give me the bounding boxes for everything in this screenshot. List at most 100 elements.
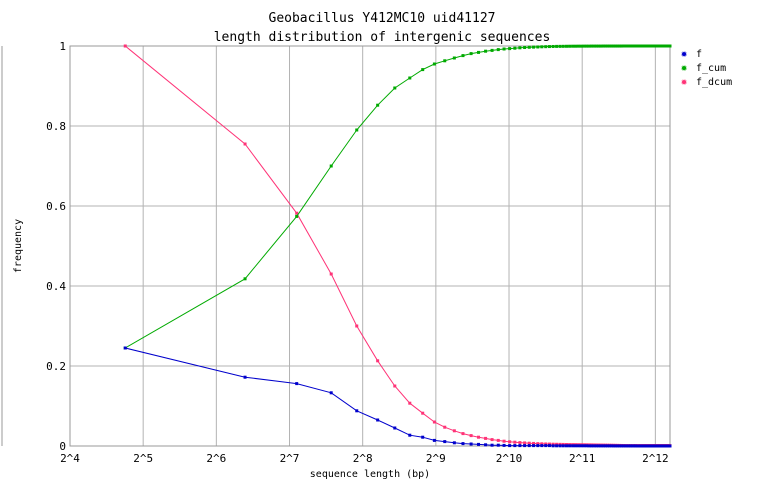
data-point-f (625, 444, 629, 448)
data-point-f (568, 444, 572, 448)
data-point-f-cum (640, 44, 644, 48)
data-point-f (295, 382, 299, 386)
plot-frame (69, 45, 671, 447)
data-point-f-cum (614, 44, 618, 48)
data-point-f-cum (355, 128, 359, 132)
data-point-f-dcum (243, 142, 247, 146)
data-point-f-cum (571, 44, 575, 48)
data-point-f (597, 444, 601, 448)
y-tick-label: 0.4 (46, 280, 66, 293)
data-point-f-cum (668, 44, 672, 48)
data-point-f-dcum (518, 441, 522, 445)
data-point-f (618, 444, 622, 448)
data-point-f-cum (599, 44, 603, 48)
x-tick-label: 2^5 (133, 452, 153, 465)
data-point-f-cum (443, 59, 447, 63)
y-tick-label: 0 (59, 440, 66, 453)
data-point-f-cum (452, 56, 456, 60)
data-point-f-dcum (443, 425, 447, 429)
y-tick-label: 0.6 (46, 200, 66, 213)
data-point-f (461, 442, 465, 446)
data-point-f (547, 444, 551, 448)
data-point-f-cum (421, 68, 425, 72)
data-point-f (443, 440, 447, 444)
data-point-f-dcum (452, 429, 456, 433)
data-point-f (610, 444, 614, 448)
y-tick-labels: 0 0.2 0.4 0.6 0.8 1 (46, 40, 66, 453)
x-tick-label: 2^9 (426, 452, 446, 465)
data-point-f-cum (469, 52, 473, 56)
data-point-f-cum (628, 44, 632, 48)
data-point-f (508, 444, 512, 448)
x-tick-label: 2^12 (642, 452, 669, 465)
data-point-f (620, 444, 623, 448)
data-point-f-cum (484, 49, 488, 53)
data-point-f-dcum (527, 441, 531, 445)
data-point-f (594, 444, 598, 448)
data-point-f (633, 444, 637, 448)
data-point-f-dcum (484, 436, 488, 440)
data-point-f-cum (630, 44, 634, 48)
data-point-f (536, 444, 540, 448)
data-point-f (544, 444, 548, 448)
data-point-f-cum (540, 45, 544, 49)
legend-item-f: ✹ f (681, 47, 702, 60)
data-point-f-cum (527, 45, 531, 49)
series-line-f-dcum (124, 45, 670, 447)
legend-label: f_cum (696, 63, 726, 74)
data-point-f-cum (576, 44, 580, 48)
data-point-f-cum (432, 62, 436, 66)
data-point-f (627, 444, 631, 448)
x-tick-label: 2^7 (280, 452, 300, 465)
data-point-f (608, 444, 612, 448)
data-point-f-cum (243, 277, 247, 281)
data-point-f (668, 444, 672, 448)
data-point-f (551, 444, 555, 448)
data-point-f (592, 444, 596, 448)
data-point-f (555, 444, 559, 448)
data-point-f-cum (632, 44, 636, 48)
data-point-f (518, 444, 522, 448)
data-point-f (621, 444, 625, 448)
data-point-f-dcum (461, 432, 465, 436)
data-point-f-dcum (547, 442, 551, 446)
data-point-f-cum (518, 46, 522, 50)
grid (70, 46, 670, 446)
data-point-f (582, 444, 586, 448)
data-point-f-dcum (469, 434, 473, 438)
data-point-f (612, 444, 616, 448)
data-point-f-cum (536, 45, 540, 49)
y-tick-label: 0.8 (46, 120, 66, 133)
data-point-f-cum (513, 46, 517, 50)
y-tick-label: 0.2 (46, 360, 66, 373)
chart-subtitle: length distribution of intergenic sequen… (214, 30, 551, 45)
data-point-f-cum (623, 44, 627, 48)
data-point-f-dcum (490, 438, 494, 442)
data-point-f-cum (627, 44, 631, 48)
data-point-f-cum (496, 48, 500, 52)
data-point-f (496, 443, 500, 447)
data-point-f (637, 444, 641, 448)
data-point-f-dcum (421, 411, 425, 415)
data-point-f (523, 444, 527, 448)
data-point-f (614, 444, 618, 448)
data-point-f (587, 444, 591, 448)
data-point-f-dcum (502, 439, 506, 443)
data-point-f-dcum (408, 401, 412, 405)
data-point-f (561, 444, 565, 448)
data-point-f (640, 444, 644, 448)
data-point-f-cum (594, 44, 598, 48)
legend-marker-icon: ✹ (681, 61, 688, 74)
data-point-f-dcum (544, 442, 548, 446)
data-point-f (573, 444, 577, 448)
data-point-f-cum (620, 44, 623, 48)
data-point-f-dcum (355, 324, 359, 328)
data-point-f-dcum (295, 211, 299, 215)
data-point-f-cum (603, 44, 607, 48)
legend-label: f (696, 49, 702, 60)
data-point-f (513, 444, 517, 448)
data-point-f-cum (625, 44, 629, 48)
x-tick-label: 2^6 (206, 452, 226, 465)
series-layer (123, 44, 672, 448)
